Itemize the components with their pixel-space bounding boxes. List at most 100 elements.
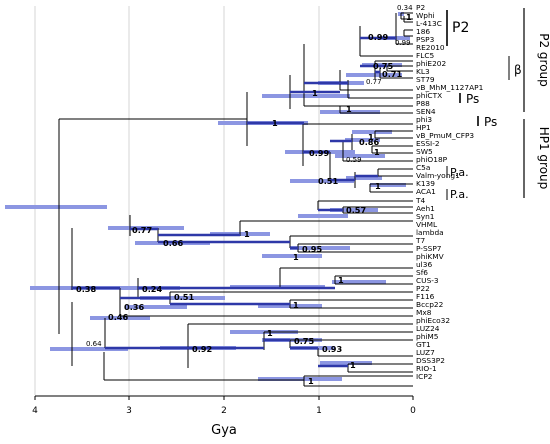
branch (302, 123, 413, 166)
support-value: 1 (308, 376, 314, 386)
hpd-bar (332, 280, 386, 284)
branch (317, 348, 413, 357)
clade-label-ps1: Ps (466, 92, 479, 106)
tip-label: RE2010 (416, 43, 445, 52)
axis-tick-label: 2 (221, 406, 227, 416)
tip-label: Bccp22 (416, 300, 443, 309)
support-value: 1 (338, 275, 344, 285)
hpd-bar (330, 208, 378, 212)
tip-label: CUS-3 (416, 276, 439, 285)
support-value: 0.86 (359, 137, 380, 147)
support-value: 0.92 (192, 344, 212, 354)
branch (289, 339, 413, 348)
tip-label: ul36 (416, 260, 432, 269)
hpd-bar (346, 176, 382, 180)
support-value: 0.51 (174, 292, 195, 302)
support-value: 0.75 (373, 61, 394, 71)
tip-label: ST79 (416, 75, 435, 84)
tip-label: VHML (416, 220, 438, 229)
support-value: 1 (272, 118, 278, 128)
tip-label: T4 (415, 196, 426, 205)
branch (103, 352, 304, 381)
branch (119, 288, 413, 317)
tip-label: Aeh1 (416, 204, 435, 213)
branch (187, 323, 413, 368)
support-value: 0.99 (309, 148, 330, 158)
hpd-bar (5, 205, 107, 209)
branch (303, 375, 413, 387)
support-value: 1 (374, 147, 380, 157)
tip-label: HP1 (416, 123, 431, 132)
support-value: 0.38 (76, 284, 97, 294)
clade-label-hp1-group: HP1 group (537, 127, 550, 190)
tip-label: F116 (416, 292, 435, 301)
tip-label: L-413C (416, 19, 442, 28)
branch (342, 142, 413, 162)
time-axis: 4 3 2 1 0 Gya (32, 395, 416, 438)
tip-labels: P2 Wphi L-413C 186 PSP3 RE2010 FLC5 phiE… (415, 3, 484, 381)
hpd-bar (125, 305, 187, 309)
hpd-bar (320, 361, 372, 365)
hpd-bar (372, 73, 402, 77)
branch (359, 26, 413, 57)
tip-label: phiCTX (416, 91, 442, 100)
tip-label: Valm-yong1 (416, 171, 460, 180)
tip-label: Syn1 (416, 212, 435, 221)
tip-label: P88 (416, 99, 430, 108)
axis-tick-label: 1 (316, 406, 322, 416)
hpd-bar (352, 130, 392, 134)
support-value: 0.99 (395, 39, 411, 47)
hpd-bar (140, 296, 225, 300)
branch (317, 200, 413, 210)
tip-label: P22 (416, 284, 430, 293)
support-value: 1 (293, 252, 299, 262)
support-value: 1 (293, 300, 299, 310)
hpd-bar (370, 183, 406, 187)
tip-label: K139 (416, 179, 435, 188)
tip-label: Wphi (416, 11, 435, 20)
tip-label: ESSI-2 (416, 139, 440, 148)
tip-label: lambda (416, 228, 444, 237)
tip-label: T7 (415, 236, 426, 245)
tree-branches (58, 12, 413, 387)
support-value: 0.36 (124, 302, 145, 312)
support-value: 0.59 (346, 156, 362, 164)
tip-label: P-SSP7 (416, 244, 442, 253)
branch (377, 168, 413, 177)
tip-label: KL3 (416, 67, 430, 76)
tip-label: RIO-1 (416, 364, 437, 373)
support-value: 0.57 (346, 205, 367, 215)
branch (374, 60, 413, 79)
support-value: 0.99 (368, 32, 389, 42)
branch (334, 275, 413, 285)
tip-label: Mx8 (416, 308, 432, 317)
support-value: 0.71 (382, 69, 403, 79)
tip-label: phiKMV (416, 252, 444, 261)
tip-label: ACA1 (416, 187, 436, 196)
axis-title: Gya (211, 423, 237, 438)
hpd-bar (335, 154, 385, 158)
tip-label: GT1 (416, 340, 431, 349)
tip-label: phiO18P (416, 155, 448, 164)
hpd-bar (298, 214, 348, 218)
branch (374, 130, 413, 139)
supported-branches (72, 36, 396, 368)
tip-label: C5a (416, 163, 430, 172)
support-value: 1 (346, 104, 352, 114)
tip-label: PSP3 (416, 35, 435, 44)
support-value: 0.24 (142, 284, 163, 294)
clade-label-p2-group: P2 group (537, 33, 550, 87)
hpd-bar (345, 138, 380, 142)
tip-label: 186 (416, 27, 430, 36)
hpd-bar (90, 316, 150, 320)
support-value: 0.46 (108, 312, 129, 322)
branch (403, 16, 413, 23)
tip-label: ICP2 (416, 372, 433, 381)
hpd-bar (258, 377, 342, 381)
tip-label: phi3 (416, 115, 432, 124)
hpd-bar (290, 246, 350, 250)
tip-label: LUZ7 (416, 348, 435, 357)
support-value: 0.66 (163, 238, 184, 248)
